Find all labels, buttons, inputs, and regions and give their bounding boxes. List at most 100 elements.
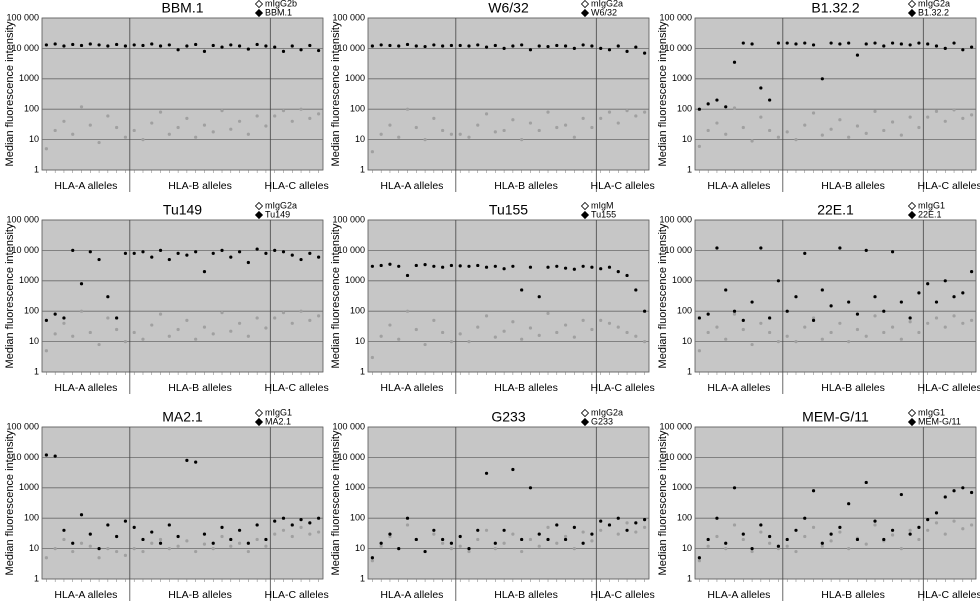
data-point xyxy=(432,264,436,268)
data-point xyxy=(803,41,807,45)
data-point xyxy=(715,325,719,329)
data-point xyxy=(572,335,576,339)
data-point xyxy=(308,532,312,536)
data-point xyxy=(715,98,719,102)
legend-marker xyxy=(907,408,917,418)
data-point xyxy=(502,528,506,532)
data-point xyxy=(555,541,559,545)
data-point xyxy=(537,544,541,548)
data-point xyxy=(185,44,189,48)
data-point xyxy=(185,253,189,257)
data-point xyxy=(864,131,868,135)
data-point xyxy=(246,541,250,545)
data-point xyxy=(768,330,772,335)
data-point xyxy=(71,549,75,554)
data-point xyxy=(290,523,294,527)
data-point xyxy=(308,318,312,322)
y-tick-label: 10 000 xyxy=(337,43,365,53)
data-point xyxy=(484,265,489,269)
data-point xyxy=(379,541,383,545)
data-point xyxy=(423,44,427,49)
data-point xyxy=(829,330,833,335)
data-point xyxy=(150,42,154,46)
data-point xyxy=(132,547,136,551)
data-point xyxy=(855,312,860,316)
data-point xyxy=(211,547,215,551)
data-point xyxy=(185,458,189,462)
data-point xyxy=(768,98,772,102)
data-point xyxy=(873,109,877,113)
data-point xyxy=(724,132,728,136)
y-tick-label: 100 000 xyxy=(332,421,365,431)
legend-label: MA2.1 xyxy=(265,416,291,426)
data-point xyxy=(467,340,471,344)
y-tick-label: 1000 xyxy=(672,482,692,492)
y-tick-label: 100 xyxy=(350,513,365,523)
y-axis-label: Median fluorescence intensity xyxy=(4,430,16,575)
legend-label: mIgG2a xyxy=(591,0,623,8)
data-point xyxy=(458,43,462,48)
data-point xyxy=(449,43,454,48)
data-point xyxy=(952,489,956,493)
data-point xyxy=(634,288,638,292)
data-point xyxy=(741,41,745,45)
data-point xyxy=(299,257,303,262)
group-label: HLA-A alleles xyxy=(54,589,117,601)
data-point xyxy=(563,323,568,327)
data-point xyxy=(370,264,374,268)
data-point xyxy=(970,270,974,274)
data-point xyxy=(237,321,242,325)
data-point xyxy=(581,318,585,322)
y-axis-label: Median fluorescence intensity xyxy=(330,21,342,166)
data-point xyxy=(185,116,189,120)
data-point xyxy=(229,43,233,47)
legend-marker xyxy=(580,210,590,220)
data-point xyxy=(706,544,710,548)
data-point xyxy=(237,44,242,48)
data-point xyxy=(572,267,576,271)
legend-marker xyxy=(580,417,590,427)
data-point xyxy=(616,325,620,329)
data-point xyxy=(97,547,101,551)
data-point xyxy=(467,547,471,551)
data-point xyxy=(493,43,497,48)
data-point xyxy=(520,537,524,542)
data-point xyxy=(237,528,242,532)
data-point xyxy=(873,314,877,318)
data-point xyxy=(750,139,754,143)
data-point xyxy=(750,300,754,304)
data-point xyxy=(44,556,48,560)
data-point xyxy=(502,541,506,545)
data-point xyxy=(220,525,224,529)
data-point xyxy=(255,316,259,320)
data-point xyxy=(167,132,171,136)
data-point xyxy=(194,250,198,254)
data-point xyxy=(202,325,207,329)
chart-title: Tu155 xyxy=(489,202,528,218)
y-tick-label: 10 xyxy=(682,134,692,144)
data-point xyxy=(132,251,136,255)
data-point xyxy=(634,334,638,338)
data-point xyxy=(220,45,224,49)
data-point xyxy=(388,323,392,327)
y-tick-label: 10 xyxy=(355,543,365,553)
data-point xyxy=(62,321,66,325)
data-point xyxy=(150,255,154,259)
data-point xyxy=(255,114,259,118)
y-tick-label: 100 000 xyxy=(659,214,692,224)
data-point xyxy=(899,300,903,304)
data-point xyxy=(537,128,541,133)
data-point xyxy=(79,541,84,545)
y-tick-label: 10 000 xyxy=(11,245,39,255)
data-point xyxy=(864,334,868,338)
y-axis-label: Median fluorescence intensity xyxy=(657,430,669,575)
group-label: HLA-C alleles xyxy=(265,180,329,192)
y-tick-label: 10 xyxy=(682,543,692,553)
data-point xyxy=(194,460,198,464)
data-point xyxy=(926,42,930,46)
data-point xyxy=(484,314,489,318)
data-point xyxy=(555,264,559,268)
data-point xyxy=(741,327,745,332)
data-point xyxy=(776,279,781,283)
chart-title: MEM-G/11 xyxy=(802,409,869,425)
